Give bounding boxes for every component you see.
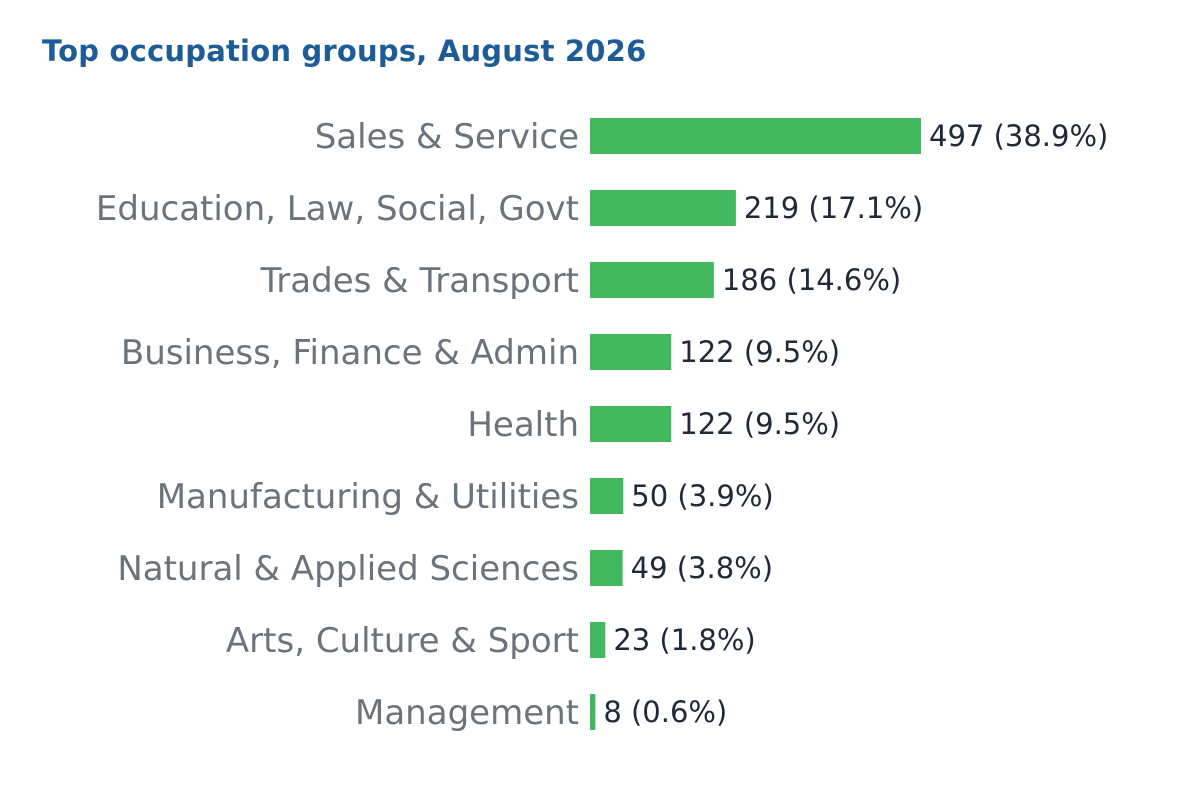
bar [590, 262, 714, 298]
bar [590, 118, 921, 154]
value-label: 23 (1.8%) [613, 623, 755, 657]
category-label: Natural & Applied Sciences [117, 549, 579, 589]
value-label: 122 (9.5%) [679, 335, 840, 369]
value-label: 497 (38.9%) [929, 119, 1108, 153]
bar [590, 622, 606, 658]
category-label: Education, Law, Social, Govt [96, 189, 579, 229]
bar [590, 406, 672, 442]
category-label: Business, Finance & Admin [121, 333, 579, 373]
category-label: Trades & Transport [260, 261, 579, 301]
bar [590, 694, 596, 730]
value-label: 8 (0.6%) [603, 695, 727, 729]
bar [590, 190, 736, 226]
bar [590, 478, 624, 514]
category-label: Health [467, 405, 579, 445]
value-label: 219 (17.1%) [744, 191, 923, 225]
bar [590, 334, 672, 370]
category-label: Arts, Culture & Sport [226, 621, 579, 661]
category-label: Manufacturing & Utilities [157, 477, 579, 517]
value-label: 50 (3.9%) [631, 479, 773, 513]
value-label: 49 (3.8%) [631, 551, 773, 585]
category-label: Sales & Service [315, 117, 579, 157]
chart-title: Top occupation groups, August 2026 [42, 34, 647, 68]
category-label: Management [355, 693, 579, 733]
bar [590, 550, 623, 586]
bars-layer: Sales & Service 497 (38.9%) Education, Law… [96, 117, 1108, 733]
value-label: 122 (9.5%) [679, 407, 840, 441]
value-label: 186 (14.6%) [722, 263, 901, 297]
